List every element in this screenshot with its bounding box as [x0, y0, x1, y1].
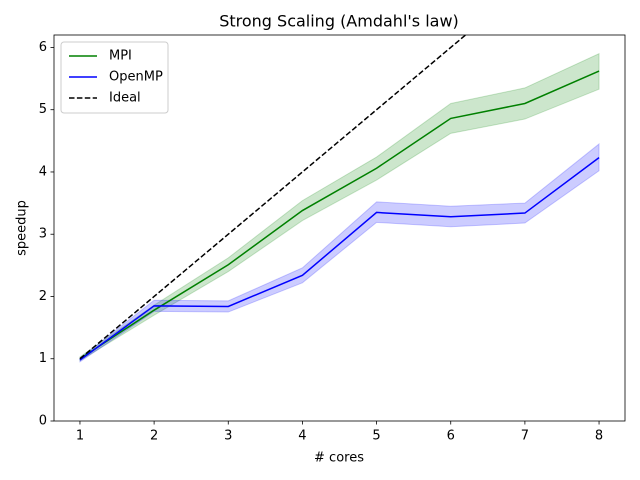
series-line	[79, 35, 467, 360]
confidence-band	[79, 142, 600, 363]
x-axis-label: # cores	[314, 451, 364, 466]
y-axis-label: speedup	[15, 200, 30, 256]
plot-frame	[53, 34, 626, 422]
x-tick-label: 4	[298, 429, 306, 444]
series-line	[79, 157, 600, 361]
y-tick-label: 0	[39, 414, 47, 429]
confidence-band	[79, 52, 600, 362]
y-tick-label: 6	[39, 40, 47, 55]
y-tick-label: 1	[39, 351, 47, 366]
x-tick-label: 3	[224, 429, 232, 444]
legend-box	[60, 41, 169, 114]
legend-label: MPI	[109, 49, 132, 64]
x-tick-label: 5	[372, 429, 380, 444]
y-tick-label: 2	[39, 289, 47, 304]
legend-label: OpenMP	[109, 70, 163, 85]
legend-label: Ideal	[109, 91, 141, 106]
x-tick-label: 6	[447, 429, 455, 444]
x-tick-label: 1	[76, 429, 84, 444]
chart-title: Strong Scaling (Amdahl's law)	[219, 12, 459, 31]
y-tick-label: 4	[39, 164, 47, 179]
y-tick-label: 3	[39, 227, 47, 242]
x-tick-label: 7	[521, 429, 529, 444]
x-tick-label: 2	[150, 429, 158, 444]
x-tick-label: 8	[595, 429, 603, 444]
plot-area	[79, 35, 600, 363]
series-line	[79, 70, 600, 360]
y-tick-label: 5	[39, 102, 47, 117]
